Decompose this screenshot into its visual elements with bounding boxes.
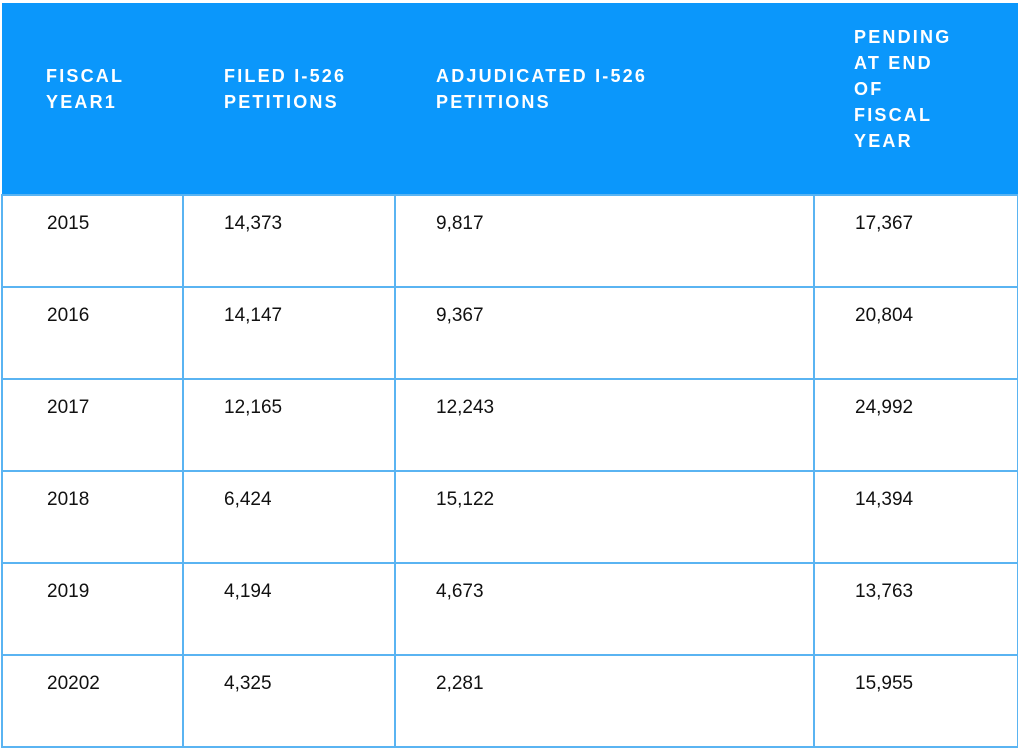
data-table: FISCAL YEAR1 FILED I-526 PETITIONS ADJUD… (1, 3, 1018, 748)
table-row: 2018 6,424 15,122 14,394 (1, 470, 1018, 564)
table-cell: 17,367 (813, 194, 1018, 288)
table-cell: 6,424 (182, 470, 396, 564)
table-row: 2015 14,373 9,817 17,367 (1, 194, 1018, 288)
table-row: 20202 4,325 2,281 15,955 (1, 654, 1018, 748)
header-cell: ADJUDICATED I-526 PETITIONS (395, 3, 814, 195)
header-text: PENDING AT END OF FISCAL YEAR (854, 26, 952, 151)
table-cell: 14,373 (182, 194, 396, 288)
table-cell: 2,281 (394, 654, 815, 748)
header-cell: FISCAL YEAR1 (2, 3, 183, 195)
table-cell: 12,243 (394, 378, 815, 472)
header-text: FILED I-526 PETITIONS (224, 65, 347, 112)
table-cell: 15,122 (394, 470, 815, 564)
table-row: 2016 14,147 9,367 20,804 (1, 286, 1018, 380)
table-cell: 2016 (1, 286, 184, 380)
table-cell: 20,804 (813, 286, 1018, 380)
table-cell: 4,673 (394, 562, 815, 656)
page: FISCAL YEAR1 FILED I-526 PETITIONS ADJUD… (0, 3, 1018, 753)
table-cell: 9,367 (394, 286, 815, 380)
table-row: 2019 4,194 4,673 13,763 (1, 562, 1018, 656)
table-cell: 13,763 (813, 562, 1018, 656)
header-row: FISCAL YEAR1 FILED I-526 PETITIONS ADJUD… (2, 3, 1018, 195)
table-cell: 4,194 (182, 562, 396, 656)
table-cell: 9,817 (394, 194, 815, 288)
table-row: 2017 12,165 12,243 24,992 (1, 378, 1018, 472)
table-cell: 12,165 (182, 378, 396, 472)
header-text: ADJUDICATED I-526 PETITIONS (436, 65, 648, 112)
header-cell: FILED I-526 PETITIONS (183, 3, 395, 195)
table-body: 2015 14,373 9,817 17,367 2016 14,147 9,367 20,8… (1, 194, 1018, 748)
header-text: FISCAL YEAR1 (46, 65, 124, 112)
header-cell: PENDING AT END OF FISCAL YEAR (814, 3, 1018, 195)
table-header: FISCAL YEAR1 FILED I-526 PETITIONS ADJUD… (2, 3, 1018, 195)
table-cell: 14,147 (182, 286, 396, 380)
table-cell: 4,325 (182, 654, 396, 748)
table-cell: 2015 (1, 194, 184, 288)
table-cell: 15,955 (813, 654, 1018, 748)
table-cell: 24,992 (813, 378, 1018, 472)
table-cell: 2017 (1, 378, 184, 472)
table-cell: 20202 (1, 654, 184, 748)
table-cell: 2019 (1, 562, 184, 656)
table-cell: 14,394 (813, 470, 1018, 564)
table-cell: 2018 (1, 470, 184, 564)
